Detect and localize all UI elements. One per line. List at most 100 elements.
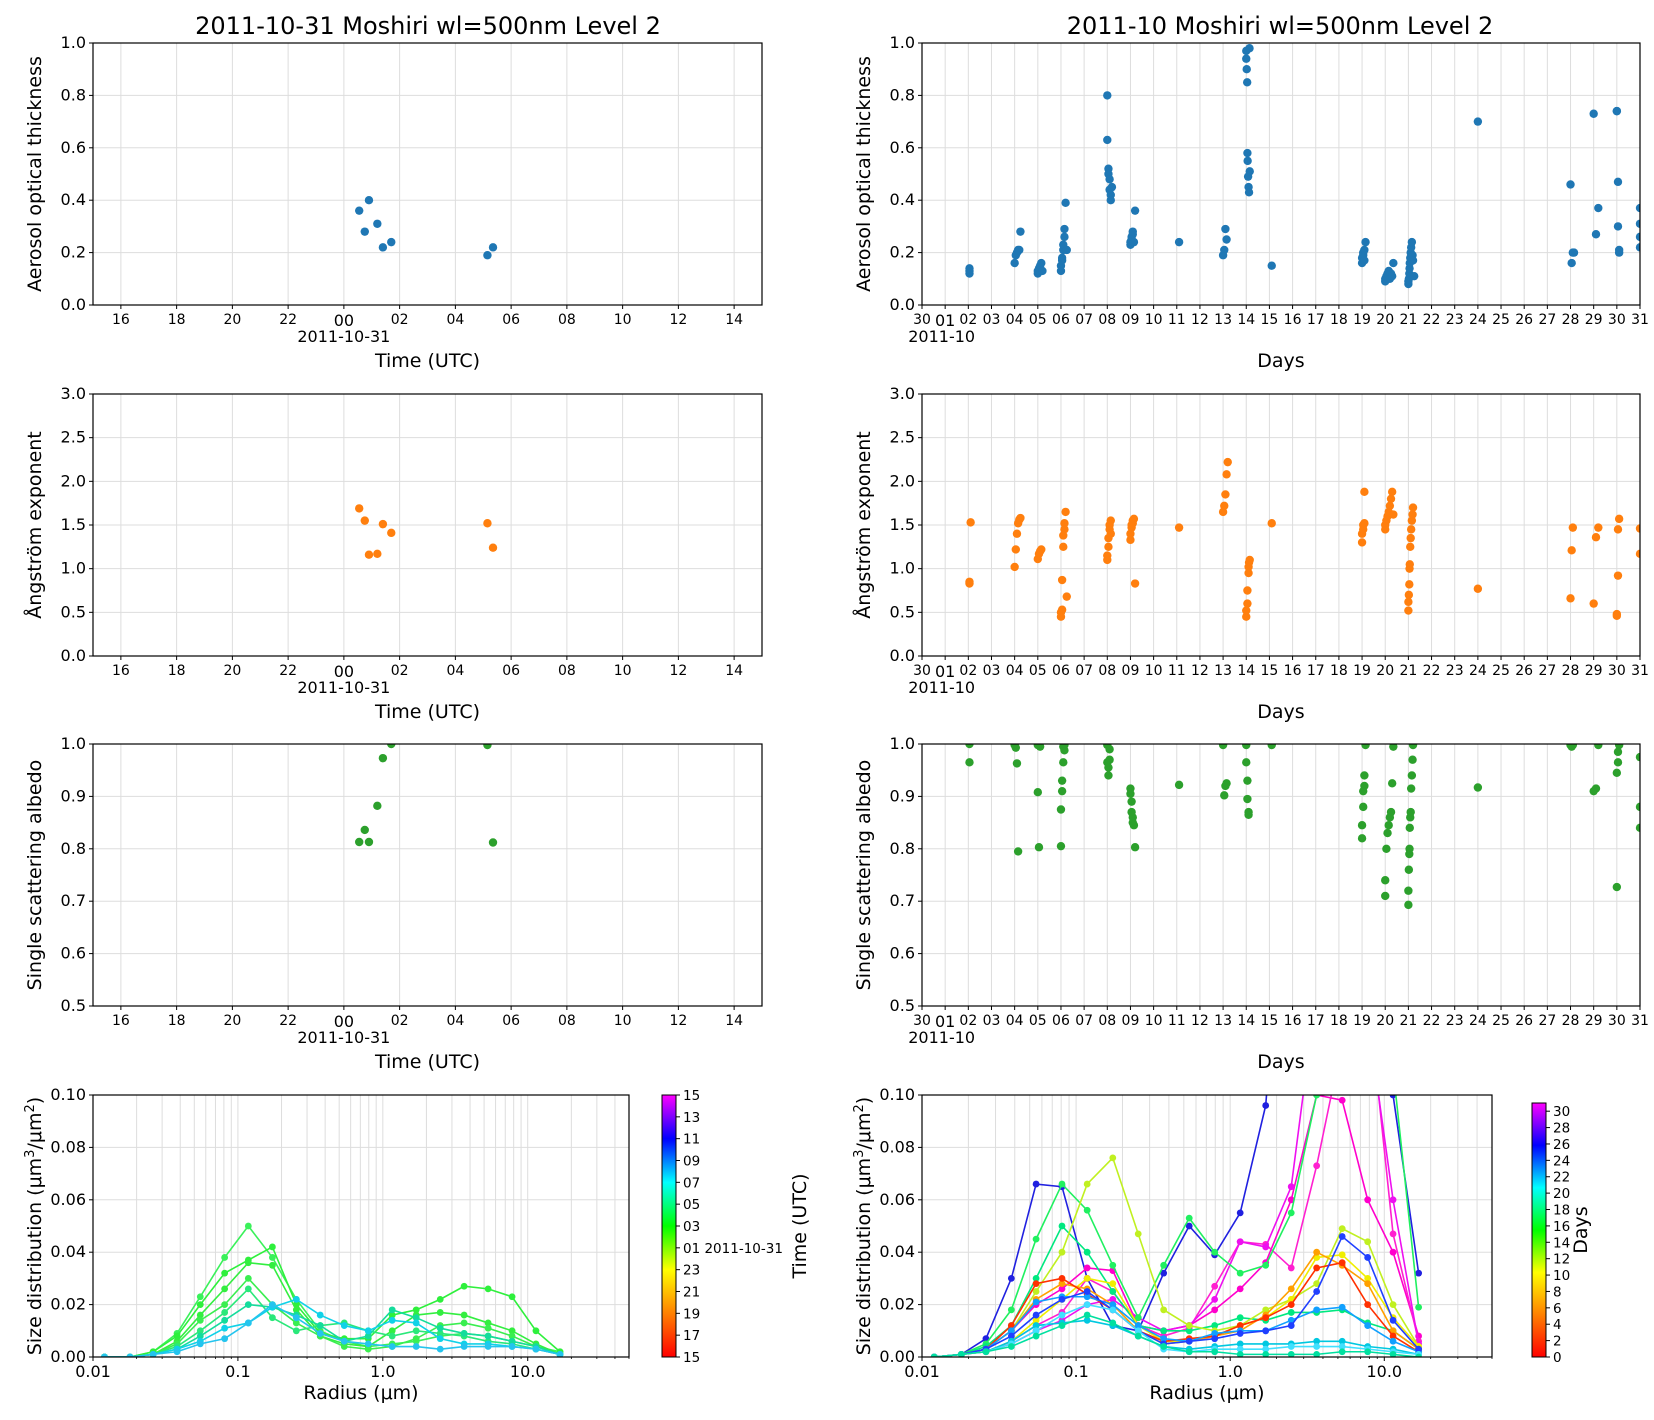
data-point xyxy=(1267,261,1276,270)
x-tick-label: 02 xyxy=(391,663,409,679)
plot-area xyxy=(965,744,1640,910)
series-point xyxy=(436,1335,444,1343)
data-point xyxy=(1105,755,1114,764)
chart-ssa_daily: 16 18 20 22 00 02 04 06 08 10 12 14 0.5 0.6 0.7 0.8 0.9 1… xyxy=(24,734,763,1073)
chart-aot_daily: 16 18 20 22 00 02 04 06 08 10 12 14 0.0 0.2 0.4 0.6 0.8 1… xyxy=(24,33,763,372)
x-tick-label: 29 xyxy=(1585,663,1603,679)
data-point xyxy=(1060,224,1069,234)
x-axis-title: Radius (μm) xyxy=(303,1382,418,1404)
x-tick-label: 07 xyxy=(1075,312,1093,328)
series-point xyxy=(388,1306,396,1314)
y-tick-label: 0.06 xyxy=(50,1190,86,1209)
data-point xyxy=(360,825,369,835)
data-point xyxy=(364,837,374,847)
series-point xyxy=(1364,1196,1372,1204)
series-point xyxy=(1389,1316,1397,1324)
axes-frame xyxy=(92,42,763,306)
series-point xyxy=(1032,1311,1040,1319)
data-point xyxy=(1061,507,1070,517)
series-point xyxy=(1338,1348,1346,1356)
data-point xyxy=(1245,167,1254,176)
y-tick-label: 0.00 xyxy=(879,1347,915,1366)
colorbar-label: Time (UTC) xyxy=(789,1173,811,1279)
data-point xyxy=(1130,206,1140,215)
data-point xyxy=(1129,237,1139,247)
series-point xyxy=(1211,1330,1219,1337)
data-point xyxy=(1567,546,1576,555)
data-point xyxy=(1060,519,1069,528)
x-tick-label: 23 xyxy=(1446,312,1464,328)
data-point xyxy=(1568,744,1578,750)
y-tick-label: 0.6 xyxy=(61,944,86,963)
data-point xyxy=(1407,771,1417,780)
data-point xyxy=(1060,746,1069,755)
series-point xyxy=(1211,1248,1219,1256)
series-point xyxy=(388,1316,396,1324)
series-point xyxy=(1058,1295,1066,1303)
series-point xyxy=(1389,1230,1397,1238)
colorbar-tick-label: 12 xyxy=(1553,1252,1570,1268)
series-point xyxy=(221,1269,229,1277)
colorbar-tick-label: 03 xyxy=(683,1219,700,1235)
x-tick-label: 0.1 xyxy=(1063,1362,1088,1381)
x-tick-label: 0.01 xyxy=(75,1362,111,1381)
x-tick-label: 28 xyxy=(1562,1013,1580,1029)
x-tick-label: 18 xyxy=(168,312,186,328)
y-tick-label: 0.04 xyxy=(50,1242,86,1261)
data-point xyxy=(1614,514,1624,524)
x-tick-label: 02 xyxy=(391,312,409,328)
series-point xyxy=(1109,1280,1117,1288)
x-tick-label: 18 xyxy=(1330,663,1348,679)
data-point xyxy=(1387,487,1397,497)
data-point xyxy=(1591,533,1601,542)
data-point xyxy=(1361,744,1370,750)
data-point xyxy=(483,519,492,528)
y-tick-label: 0.02 xyxy=(50,1295,86,1314)
series-point xyxy=(1338,1251,1346,1259)
series-point xyxy=(1236,1238,1244,1246)
data-point xyxy=(1613,177,1623,187)
series-point xyxy=(1109,1306,1117,1314)
series-point xyxy=(1007,1343,1015,1350)
data-point xyxy=(1406,807,1415,817)
series-point xyxy=(1109,1288,1117,1295)
y-tick-label: 0.02 xyxy=(879,1295,915,1314)
data-point xyxy=(1635,232,1640,242)
x-tick-label: 12 xyxy=(1191,312,1209,328)
data-point xyxy=(1404,590,1414,600)
data-point xyxy=(1635,549,1640,559)
data-point xyxy=(1060,232,1069,242)
x-tick-label: 11 xyxy=(1168,663,1186,679)
x-tick-label: 10 xyxy=(614,312,632,328)
series-point xyxy=(126,1353,134,1357)
series-point xyxy=(1032,1316,1040,1324)
data-point xyxy=(1107,182,1117,192)
series-point xyxy=(221,1309,229,1316)
data-point xyxy=(1011,744,1021,752)
data-point xyxy=(1105,745,1114,754)
series-point xyxy=(1007,1327,1015,1335)
x-tick-label: 22 xyxy=(1423,663,1441,679)
data-point xyxy=(1242,758,1251,767)
series-point xyxy=(412,1327,420,1335)
x-tick-label: 08 xyxy=(1098,312,1116,328)
x-tick-label: 26 xyxy=(1515,663,1533,679)
colorbar-tick-label: 28 xyxy=(1553,1121,1570,1137)
data-point xyxy=(1589,599,1598,608)
series-point xyxy=(1134,1327,1142,1335)
x-tick-label: 04 xyxy=(1006,312,1024,328)
series-point xyxy=(1083,1301,1091,1308)
series-point xyxy=(957,1350,965,1357)
x-tick-label: 00 xyxy=(334,311,354,330)
x-date-label: 2011-10-31 xyxy=(297,327,390,346)
series-point xyxy=(460,1319,468,1327)
series-point xyxy=(484,1319,492,1327)
data-point xyxy=(1360,519,1369,528)
colorbar-tick-label: 14 xyxy=(1553,1235,1570,1251)
series-line xyxy=(934,1095,1420,1357)
x-tick-label: 10 xyxy=(614,1013,632,1029)
y-title-part: /μm xyxy=(853,1113,875,1150)
series-point xyxy=(1389,1332,1397,1340)
x-tick-label: 08 xyxy=(558,1013,576,1029)
